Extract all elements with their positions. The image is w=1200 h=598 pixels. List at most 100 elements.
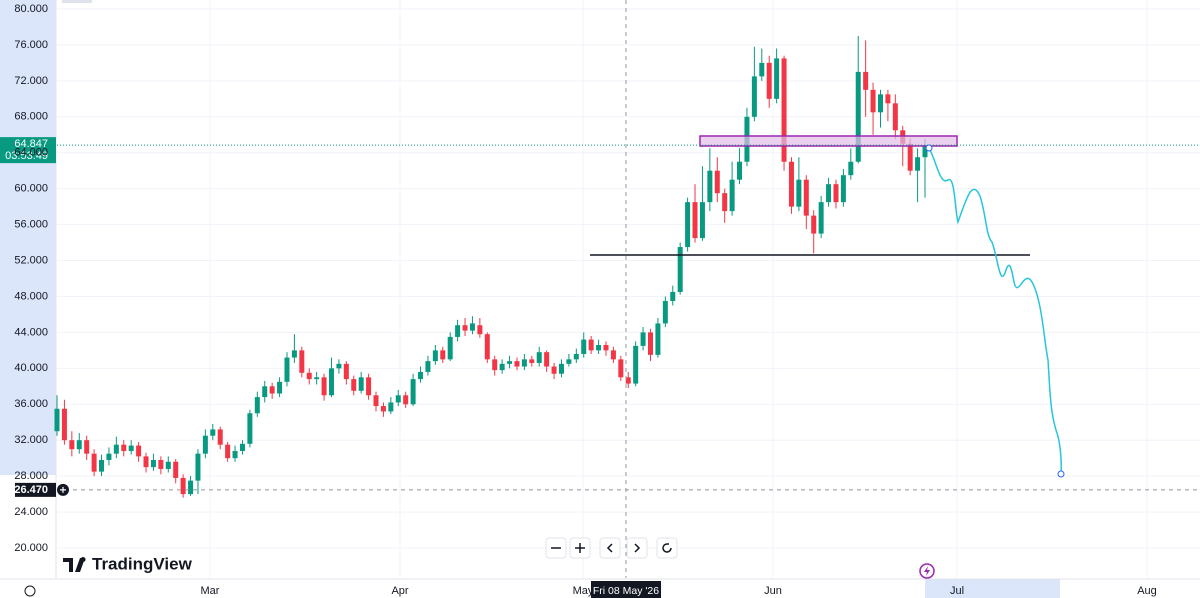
- candle-body: [106, 453, 112, 460]
- candle-body: [358, 377, 364, 391]
- reset-button[interactable]: [656, 537, 678, 559]
- candle-body: [685, 202, 691, 248]
- price-range-highlight: [0, 0, 56, 475]
- candle-body: [774, 58, 780, 99]
- candle-body: [766, 62, 772, 99]
- projection-path: [928, 147, 1062, 475]
- candle-body: [677, 247, 683, 292]
- candle-body: [373, 395, 379, 407]
- candle-body: [225, 444, 231, 459]
- candle-body: [625, 377, 631, 384]
- candle-body: [343, 363, 349, 380]
- candle-body: [781, 58, 787, 162]
- candle-body: [143, 456, 149, 468]
- candle-body: [91, 453, 97, 472]
- candle-body: [188, 480, 194, 495]
- candle-body: [922, 145, 928, 158]
- candle-body: [284, 357, 290, 382]
- countdown-label: 03:53:49: [5, 150, 48, 162]
- candle-body: [440, 350, 446, 360]
- candle-body: [573, 353, 579, 360]
- candle-body: [418, 371, 424, 380]
- candle-body: [173, 461, 179, 478]
- candle-body: [492, 359, 498, 371]
- scroll-right-button[interactable]: [626, 537, 648, 559]
- last-price-badge: [0, 137, 56, 164]
- y-tick-label: 52.000: [14, 254, 48, 266]
- candle-body: [796, 179, 802, 207]
- crosshair-date-badge: [591, 581, 661, 598]
- candle-body: [648, 332, 654, 355]
- candle-body: [692, 202, 698, 239]
- candle-body: [521, 359, 527, 367]
- candle-body: [269, 386, 275, 394]
- candle-body: [180, 477, 186, 495]
- settings-icon[interactable]: [24, 585, 36, 597]
- candle-body: [670, 291, 676, 301]
- candle-body: [855, 71, 861, 162]
- candle-body: [610, 350, 616, 360]
- candle-body: [232, 450, 238, 459]
- candle-body: [247, 413, 253, 444]
- candle-body: [640, 332, 646, 346]
- crosshair-price-badge: [15, 482, 56, 497]
- candle-body: [84, 440, 90, 454]
- candle-body: [848, 161, 854, 176]
- candle-body: [863, 71, 869, 90]
- crosshair-price-label: 26.470: [14, 484, 48, 496]
- brand-logo: TradingView: [63, 554, 193, 573]
- candle-body: [892, 103, 898, 131]
- candle-body: [811, 215, 817, 234]
- candle-body: [915, 157, 921, 171]
- candle-body: [447, 336, 453, 360]
- zoom-in-button[interactable]: [569, 537, 591, 559]
- candle-body: [833, 184, 839, 203]
- x-tick-label: Jun: [764, 585, 782, 597]
- y-tick-label: 68.000: [14, 111, 48, 123]
- candle-body: [907, 143, 913, 171]
- candle-body: [484, 334, 490, 360]
- x-tick-label: Mar: [201, 585, 220, 597]
- candle-body: [737, 161, 743, 180]
- events-bolt: [924, 566, 930, 576]
- crosshair-date-label: Fri 08 May '26: [593, 585, 659, 597]
- grid: [57, 0, 1200, 578]
- candle-body: [202, 435, 208, 454]
- candle-body: [262, 386, 268, 398]
- y-tick-label: 40.000: [14, 362, 48, 374]
- candle-body: [195, 453, 201, 481]
- y-tick-label: 24.000: [14, 506, 48, 518]
- candle-body: [432, 350, 438, 362]
- x-tick-label: Apr: [391, 585, 408, 597]
- candle-body: [336, 363, 342, 369]
- candle-body: [277, 381, 283, 394]
- time-range-highlight: [925, 579, 1060, 598]
- y-tick-label: 56.000: [14, 219, 48, 231]
- brand-name: TradingView: [92, 554, 193, 573]
- candle-body: [462, 325, 468, 331]
- scroll-left-button[interactable]: [599, 537, 621, 559]
- candle-body: [76, 440, 82, 450]
- candle-body: [699, 202, 705, 239]
- candle-body: [551, 366, 557, 374]
- candle-body: [469, 323, 475, 331]
- candle-body: [351, 379, 357, 391]
- candle-body: [61, 408, 67, 441]
- candle-body: [136, 445, 142, 457]
- candle-body: [388, 402, 394, 412]
- x-tick-label: May: [573, 585, 594, 597]
- candle-body: [514, 361, 520, 367]
- candle-body: [714, 170, 720, 194]
- candle-body: [217, 429, 223, 445]
- add-alert-plus: [60, 486, 66, 493]
- candle-body: [425, 361, 431, 372]
- y-tick-label: 32.000: [14, 434, 48, 446]
- candle-body: [210, 429, 216, 436]
- zoom-out-button[interactable]: [545, 537, 567, 559]
- candle-body: [254, 397, 260, 414]
- resistance-zone: [699, 135, 958, 147]
- candle-body: [239, 443, 245, 451]
